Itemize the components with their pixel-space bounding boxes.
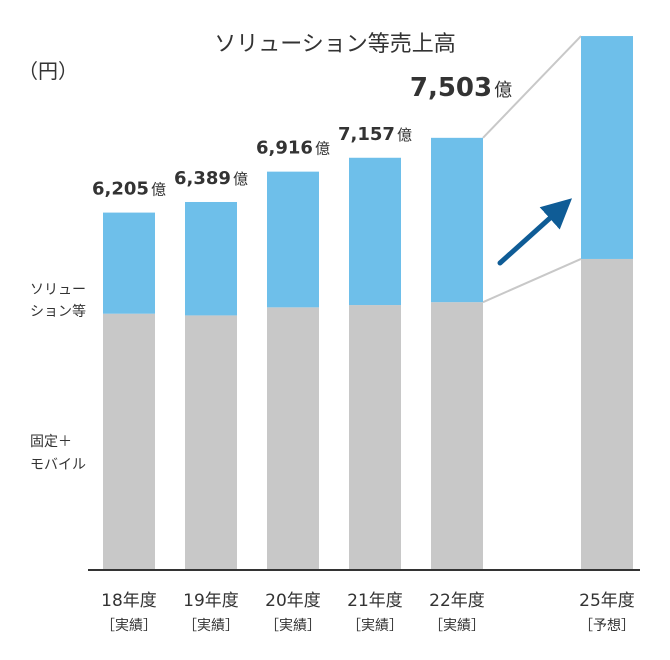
total-value-number: 6,916 (256, 138, 313, 159)
x-tick-label: 20年度 (265, 591, 321, 611)
total-value-label: 6,916 億 (256, 138, 330, 159)
trend-arrow-icon (497, 198, 573, 266)
total-value-label: 6,389 億 (174, 168, 248, 189)
bar-segment-solutions (267, 171, 319, 308)
x-tick-label: 22年度 (429, 591, 485, 611)
x-tick-label: 19年度 (183, 591, 239, 611)
value-labels: 6,205 億6,389 億6,916 億7,157 億7,503 億 (92, 73, 512, 200)
bar-segment-solutions (581, 36, 633, 259)
x-tick-note: ［実績］ (265, 618, 321, 634)
bar-segment-solutions (103, 212, 155, 314)
x-tick-note: ［実績］ (347, 618, 403, 634)
series-label-solutions-line-2: ション等 (30, 303, 86, 320)
bar-segment-fixed-mobile (581, 258, 633, 570)
zoom-connectors (482, 35, 582, 304)
total-value-unit: 億 (397, 126, 412, 144)
x-axis-labels: 18年度 ［実績］ 19年度 ［実績］ 20年度 ［実績］ 21年度 ［実績］ 22年度 ［実績］… (101, 591, 635, 634)
bar-segment-solutions (185, 201, 237, 316)
chart-title: ソリューション等売上高 (214, 32, 456, 57)
total-value-number: 7,157 (338, 124, 395, 145)
total-value-number: 7,503 (410, 73, 492, 103)
connector-line-bottom (482, 258, 582, 304)
series-label-solutions-line-1: ソリュー (30, 282, 86, 298)
series-label-solutions: ソリュー ション等 (30, 282, 90, 320)
total-value-unit: 億 (151, 181, 166, 199)
x-tick-note: ［実績］ (183, 618, 239, 634)
total-value-label: 7,157 億 (338, 124, 412, 145)
bar-segment-solutions (349, 157, 401, 306)
total-value-number: 6,205 (92, 179, 149, 200)
x-tick-label: 18年度 (101, 591, 157, 611)
total-value-number: 6,389 (174, 168, 231, 189)
bar-segment-fixed-mobile (431, 302, 483, 570)
x-tick-note: ［実績］ (429, 618, 485, 634)
total-value-unit: 億 (315, 140, 330, 158)
total-value-unit: 億 (233, 170, 248, 188)
bar-segment-fixed-mobile (349, 305, 401, 570)
bar-segment-fixed-mobile (185, 315, 237, 570)
bar-segment-fixed-mobile (103, 313, 155, 570)
x-tick-label: 21年度 (347, 591, 403, 611)
x-tick-note: ［予想］ (579, 618, 635, 634)
total-value-label: 7,503 億 (410, 73, 512, 103)
unit-label: （円） (18, 59, 78, 83)
series-label-fixed-mobile-line-1: 固定＋ (30, 434, 72, 450)
series-label-fixed-mobile-line-2: モバイル (30, 457, 86, 473)
total-value-unit: 億 (494, 80, 512, 101)
x-tick-label: 25年度 (579, 591, 635, 611)
bar-segment-solutions (431, 137, 483, 303)
total-value-label: 6,205 億 (92, 179, 166, 200)
bar-segment-fixed-mobile (267, 307, 319, 570)
series-label-fixed-mobile: 固定＋ モバイル (30, 434, 86, 473)
x-tick-note: ［実績］ (101, 618, 157, 634)
bars (103, 36, 633, 570)
connector-line-top (482, 35, 582, 139)
